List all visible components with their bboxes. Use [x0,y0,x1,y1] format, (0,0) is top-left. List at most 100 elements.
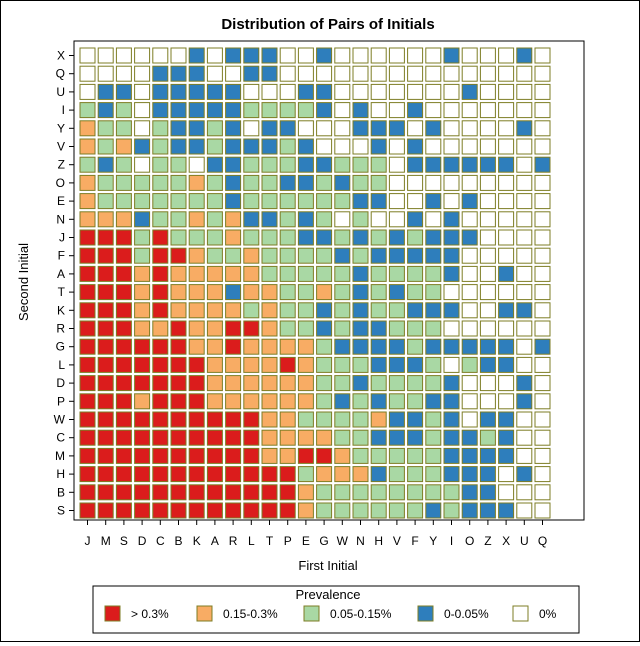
cell-J-N [79,211,96,228]
cell-L-S [243,502,260,519]
cell-E-K [297,302,314,319]
cell-M-S [97,502,114,519]
cell-T-A [261,265,278,282]
cell-F-N [407,211,424,228]
cell-Z-I [479,102,496,119]
cell-D-G [134,338,151,355]
cell-I-U [443,83,460,100]
cell-K-Q [188,65,205,82]
cell-Z-K [479,302,496,319]
cell-Z-T [479,284,496,301]
cell-B-G [170,338,187,355]
x-tick-label: V [393,534,401,548]
cell-O-M [461,447,478,464]
cell-Z-G [479,338,496,355]
cell-U-V [516,138,533,155]
cell-T-P [261,393,278,410]
cell-A-P [206,393,223,410]
cell-L-T [243,284,260,301]
cell-U-O [516,174,533,191]
cell-V-J [388,229,405,246]
cell-K-C [188,429,205,446]
cell-X-V [498,138,515,155]
cell-F-S [407,502,424,519]
cell-C-L [152,356,169,373]
cell-L-C [243,429,260,446]
y-tick-label: D [56,376,65,390]
cell-R-P [225,393,242,410]
cell-T-N [261,211,278,228]
cell-F-D [407,375,424,392]
cell-O-O [461,174,478,191]
cell-P-M [279,447,296,464]
cell-V-Q [388,65,405,82]
cell-N-E [352,193,369,210]
legend-swatch [303,605,320,622]
cell-T-U [261,83,278,100]
cell-Y-G [425,338,442,355]
y-tick-label: J [59,231,65,245]
cell-S-X [115,47,132,64]
cell-M-Q [97,65,114,82]
x-tick-label: C [156,534,165,548]
cell-A-B [206,484,223,501]
cell-K-Y [188,120,205,137]
cell-K-R [188,320,205,337]
cell-D-S [134,502,151,519]
cell-W-X [334,47,351,64]
cell-V-H [388,466,405,483]
cell-N-L [352,356,369,373]
x-tick-label: J [85,534,91,548]
cell-E-P [297,393,314,410]
cell-Q-L [534,356,551,373]
cell-Y-Y [425,120,442,137]
cell-S-F [115,247,132,264]
cell-G-E [316,193,333,210]
cell-W-J [334,229,351,246]
cell-W-Z [334,156,351,173]
cell-G-L [316,356,333,373]
cell-E-F [297,247,314,264]
cell-W-T [334,284,351,301]
cell-F-Z [407,156,424,173]
y-tick-label: F [58,249,65,263]
cell-G-T [316,284,333,301]
cell-K-U [188,83,205,100]
cell-G-C [316,429,333,446]
cell-B-S [170,502,187,519]
cell-H-Y [370,120,387,137]
cell-B-E [170,193,187,210]
cell-U-K [516,302,533,319]
cell-R-J [225,229,242,246]
cell-H-M [370,447,387,464]
cell-S-Q [115,65,132,82]
cell-G-Z [316,156,333,173]
cell-Y-K [425,302,442,319]
cell-X-S [498,502,515,519]
cell-S-G [115,338,132,355]
cell-V-N [388,211,405,228]
cell-Y-W [425,411,442,428]
legend-items: > 0.3% 0.15-0.3% 0.05-0.15% 0-0.05% 0% [104,605,557,622]
cell-Q-J [534,229,551,246]
cell-Q-Z [534,156,551,173]
cell-X-P [498,393,515,410]
y-tick-label: P [57,394,65,408]
cell-R-B [225,484,242,501]
cell-Y-R [425,320,442,337]
cell-J-T [79,284,96,301]
cell-F-W [407,411,424,428]
cell-W-W [334,411,351,428]
cell-N-Z [352,156,369,173]
cell-P-D [279,375,296,392]
cell-L-G [243,338,260,355]
cell-R-V [225,138,242,155]
cell-S-J [115,229,132,246]
cell-P-P [279,393,296,410]
cell-B-P [170,393,187,410]
cell-K-F [188,247,205,264]
y-tick-label: K [57,303,65,317]
cell-Q-E [534,193,551,210]
cell-H-P [370,393,387,410]
x-tick-label: G [319,534,328,548]
